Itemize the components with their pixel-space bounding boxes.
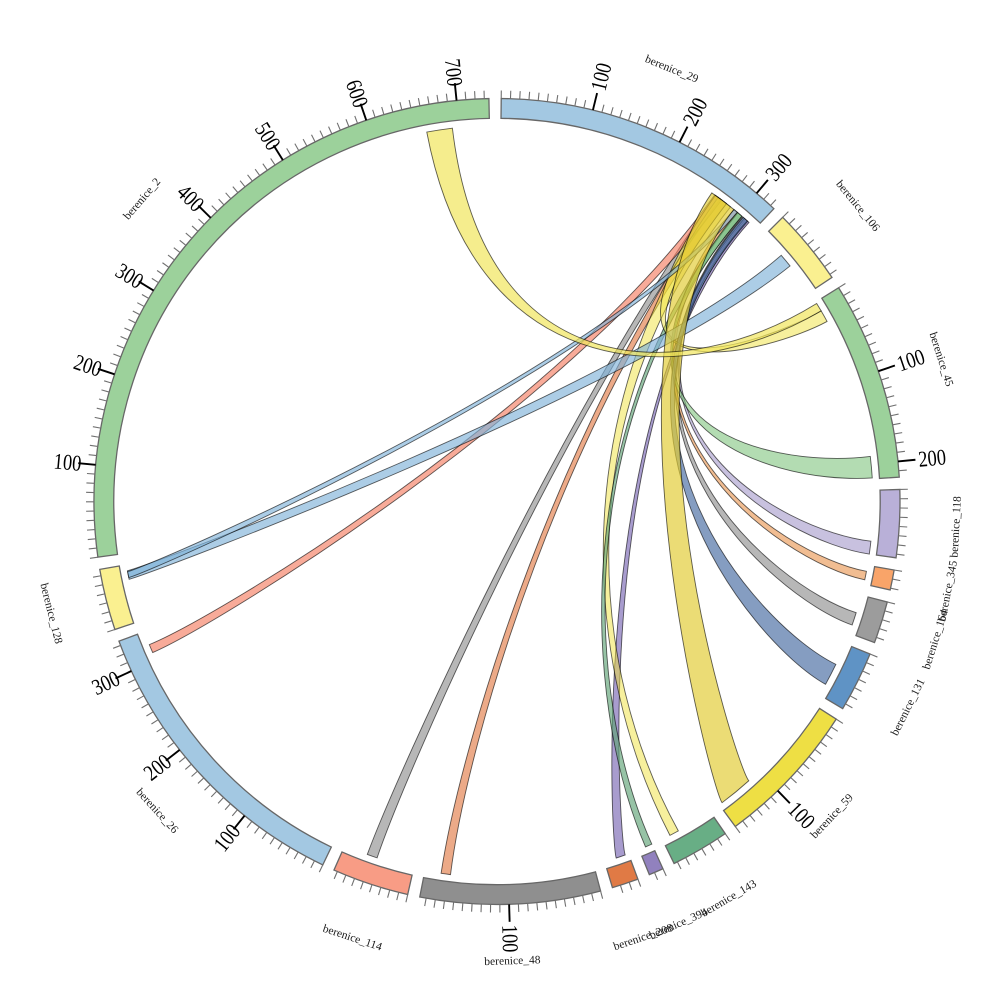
svg-text:200: 200 <box>917 444 947 472</box>
svg-text:berenice_48: berenice_48 <box>484 954 541 968</box>
svg-text:700: 700 <box>440 57 468 87</box>
svg-text:100: 100 <box>53 449 83 476</box>
svg-text:100: 100 <box>497 924 523 952</box>
